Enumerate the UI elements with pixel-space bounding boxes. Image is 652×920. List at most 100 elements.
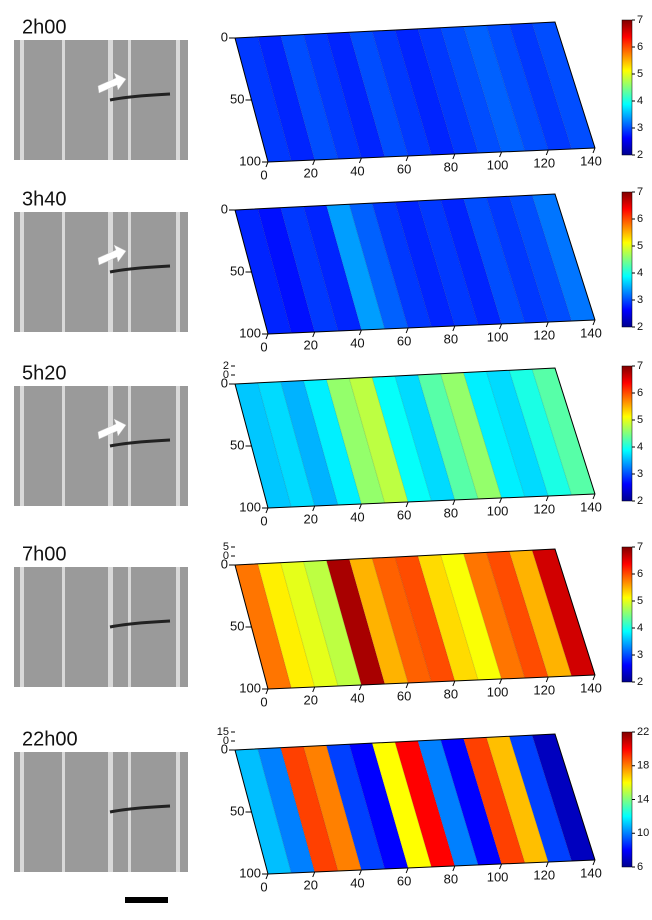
x-tick (406, 156, 408, 161)
x-tick (593, 675, 595, 680)
x-tick (266, 689, 268, 694)
x-tick (500, 152, 502, 157)
time-label: 7h00 (22, 543, 67, 565)
colorbar-tick-label: 3 (637, 649, 643, 661)
x-tick-label: 40 (350, 875, 364, 890)
x-tick (546, 677, 548, 682)
x-tick-label: 60 (397, 333, 411, 348)
y-tick-label: 50 (230, 437, 244, 452)
x-tick-label: 100 (487, 157, 509, 172)
micrograph (14, 567, 188, 687)
x-tick (266, 334, 268, 339)
x-tick-label: 80 (444, 871, 458, 886)
cell-wall (20, 212, 24, 332)
colorbar-tick-label: 4 (637, 441, 643, 453)
x-tick-label: 120 (533, 682, 555, 697)
x-tick (266, 508, 268, 513)
x-tick (593, 860, 595, 865)
colorbar-tick-label: 4 (637, 622, 643, 634)
x-tick-label: 120 (533, 501, 555, 516)
colorbar-tick-label: 14 (637, 793, 649, 805)
y-tick-label: 100 (239, 680, 261, 695)
micrograph (14, 386, 188, 506)
x-tick-label: 20 (303, 877, 317, 892)
micrograph (14, 40, 188, 160)
x-tick (500, 679, 502, 684)
cell-wall (128, 212, 131, 332)
x-tick (406, 328, 408, 333)
x-tick-label: 140 (580, 680, 602, 695)
x-tick (313, 687, 315, 692)
x-tick-label: 120 (533, 867, 555, 882)
x-tick (546, 322, 548, 327)
x-tick (359, 504, 361, 509)
colorbar-tick-label: 3 (637, 122, 643, 134)
colorbar-tick-label: 6 (637, 213, 643, 225)
cell-wall (176, 40, 180, 160)
z-tick-label: 0 (223, 550, 229, 562)
time-label: 5h20 (22, 362, 67, 384)
x-tick-label: 80 (444, 505, 458, 520)
x-tick-label: 60 (397, 161, 411, 176)
colorbar (622, 732, 632, 867)
cell-wall (20, 40, 24, 160)
x-tick-label: 0 (260, 339, 267, 354)
y-tick-label: 0 (221, 29, 228, 44)
x-tick (359, 870, 361, 875)
micrograph (14, 752, 188, 872)
cell-wall (176, 567, 180, 687)
x-tick-label: 140 (580, 499, 602, 514)
x-tick-label: 0 (260, 513, 267, 528)
x-tick-label: 100 (487, 503, 509, 518)
colorbar-tick-label: 22 (637, 726, 649, 738)
cell-wall (20, 386, 24, 506)
x-tick-label: 100 (487, 329, 509, 344)
x-tick (406, 683, 408, 688)
cell-wall (128, 752, 131, 872)
x-tick (313, 160, 315, 165)
x-tick (593, 320, 595, 325)
x-tick (546, 862, 548, 867)
colorbar-tick-label: 7 (637, 14, 643, 26)
x-tick (359, 158, 361, 163)
cell-wall (62, 386, 65, 506)
x-tick (406, 502, 408, 507)
x-tick (453, 866, 455, 871)
colorbar-tick-label: 5 (637, 240, 643, 252)
y-tick-label: 100 (239, 499, 261, 514)
x-tick (266, 874, 268, 879)
cell-wall (62, 40, 65, 160)
x-tick-label: 140 (580, 865, 602, 880)
colorbar-tick-label: 18 (637, 760, 649, 772)
x-tick (546, 496, 548, 501)
x-tick (359, 330, 361, 335)
colorbar-tick-label: 6 (637, 861, 643, 873)
cell-wall (62, 212, 65, 332)
x-tick-label: 0 (260, 167, 267, 182)
x-tick (406, 868, 408, 873)
cell-wall (62, 567, 65, 687)
colorbar (622, 20, 632, 155)
colorbar-tick-label: 6 (637, 387, 643, 399)
colorbar (622, 366, 632, 501)
x-tick (453, 326, 455, 331)
colorbar (622, 192, 632, 327)
x-tick (313, 872, 315, 877)
x-tick-label: 40 (350, 335, 364, 350)
y-tick-label: 50 (230, 618, 244, 633)
z-tick-label: 0 (223, 369, 229, 381)
colorbar-tick-label: 2 (637, 149, 643, 161)
time-label: 2h00 (22, 16, 67, 38)
x-tick-label: 100 (487, 869, 509, 884)
x-tick (313, 332, 315, 337)
x-tick (453, 154, 455, 159)
x-tick-label: 60 (397, 688, 411, 703)
colorbar-tick-label: 10 (637, 827, 649, 839)
x-tick-label: 80 (444, 331, 458, 346)
y-tick-label: 100 (239, 865, 261, 880)
cell-wall (128, 40, 131, 160)
cell-wall (128, 567, 131, 687)
y-tick-label: 0 (221, 201, 228, 216)
colorbar-tick-label: 7 (637, 360, 643, 372)
x-tick-label: 20 (303, 337, 317, 352)
